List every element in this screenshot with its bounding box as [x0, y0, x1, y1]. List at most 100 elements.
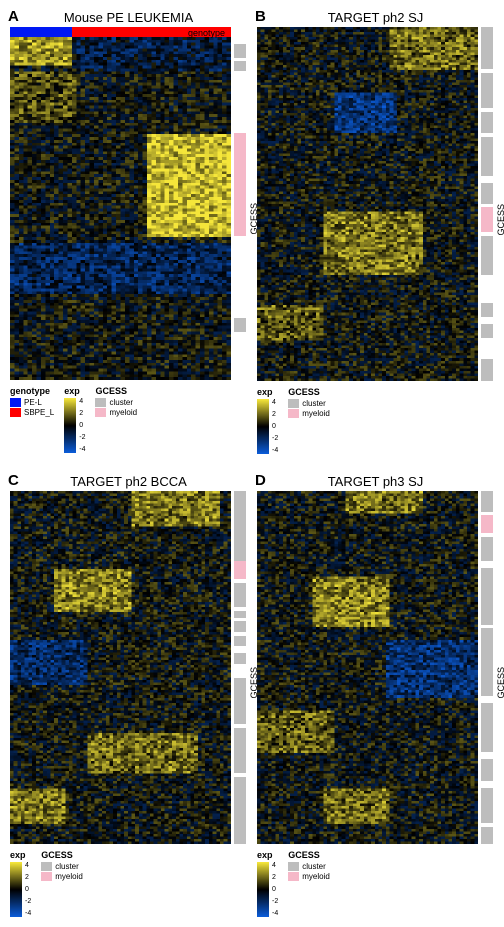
- gcess-legend-a: GCESS cluster myeloid: [95, 386, 137, 418]
- genotype-bar-pe-l: [10, 27, 72, 37]
- gcess-axis-label-b: GCESS: [496, 204, 504, 236]
- colorbar-tick: 0: [79, 422, 85, 429]
- heatmap-b: [257, 27, 478, 381]
- colorbar-ticks-d: 420-2-4: [272, 862, 278, 917]
- swatch-myeloid-b: [288, 409, 299, 418]
- gcess-legend-item-a1: myeloid: [95, 408, 137, 417]
- exp-legend-d: exp 420-2-4: [257, 850, 278, 917]
- gcess-segment: [234, 133, 246, 236]
- panel-c: C TARGET ph2 BCCA GCESS exp 420-2-4 GCES…: [10, 474, 247, 918]
- swatch-pe-l: [10, 398, 21, 407]
- gcess-segment: [234, 823, 246, 844]
- colorbar-tick: -2: [272, 898, 278, 905]
- genotype-legend-item-0: PE-L: [10, 398, 54, 407]
- gcess-segment: [481, 359, 493, 380]
- gcess-legend-item-a0: cluster: [95, 398, 137, 407]
- colorbar-b: [257, 399, 269, 454]
- panel-title-d: TARGET ph3 SJ: [257, 474, 494, 489]
- gcess-segment: [234, 526, 246, 561]
- heatmap-area-a: genotype GCESS: [10, 27, 247, 380]
- gcess-legend-b: GCESS cluster myeloid: [288, 387, 330, 419]
- colorbar-tick: 2: [272, 874, 278, 881]
- gcess-segment: [481, 27, 493, 69]
- gcess-segment: [234, 491, 246, 526]
- gcess-col-c: GCESS: [233, 491, 247, 845]
- legend-row-c: exp 420-2-4 GCESS cluster myeloid: [10, 850, 247, 917]
- swatch-sbpe-l: [10, 408, 21, 417]
- gcess-segment: [234, 61, 246, 71]
- gcess-col-d: GCESS: [480, 491, 494, 845]
- gcess-segment: [234, 678, 246, 724]
- colorbar-tick: -2: [272, 435, 278, 442]
- gcess-segment: [481, 183, 493, 204]
- gcess-track-b: [480, 27, 494, 381]
- panel-label-c: C: [8, 472, 19, 489]
- gcess-track-a: [233, 37, 247, 380]
- exp-legend-title-d: exp: [257, 850, 278, 860]
- heatmap-d: [257, 491, 478, 845]
- legend-row-a: genotype PE-L SBPE_L exp 420-2-4 GCESS: [10, 386, 247, 453]
- colorbar-tick: -2: [79, 434, 85, 441]
- gcess-segment: [234, 728, 246, 774]
- gcess-track-c: [233, 491, 247, 845]
- colorbar-tick: -4: [79, 446, 85, 453]
- exp-legend-a: exp 420-2-4: [64, 386, 85, 453]
- gcess-segment: [234, 583, 246, 608]
- gcess-segment: [481, 537, 493, 562]
- panel-label-b: B: [255, 8, 266, 25]
- gcess-segment: [234, 636, 246, 647]
- gcess-axis-label-d: GCESS: [496, 667, 504, 699]
- gcess-legend-title-b: GCESS: [288, 387, 330, 397]
- colorbar-c: [10, 862, 22, 917]
- heatmap-area-d: GCESS: [257, 491, 494, 845]
- panel-title-b: TARGET ph2 SJ: [257, 10, 494, 25]
- exp-legend-title-c: exp: [10, 850, 31, 860]
- gcess-legend-item-b1: myeloid: [288, 409, 330, 418]
- colorbar-tick: 0: [25, 886, 31, 893]
- genotype-axis-label: genotype: [188, 28, 225, 38]
- gcess-segment: [481, 303, 493, 317]
- panel-b: B TARGET ph2 SJ GCESS exp 420-2-4 GCESS: [257, 10, 494, 454]
- legend-row-d: exp 420-2-4 GCESS cluster myeloid: [257, 850, 494, 917]
- gcess-segment: [481, 515, 493, 533]
- colorbar-tick: 2: [272, 411, 278, 418]
- panel-title-c: TARGET ph2 BCCA: [10, 474, 247, 489]
- gcess-segment: [234, 318, 246, 332]
- gcess-segment: [481, 827, 493, 845]
- gcess-segment: [234, 653, 246, 664]
- gcess-legend-title-d: GCESS: [288, 850, 330, 860]
- panel-d: D TARGET ph3 SJ GCESS exp 420-2-4 GCESS: [257, 474, 494, 918]
- gcess-segment: [481, 703, 493, 753]
- gcess-legend-label-c0: cluster: [55, 862, 79, 871]
- gcess-legend-label-d0: cluster: [302, 862, 326, 871]
- colorbar-tick: 0: [272, 423, 278, 430]
- gcess-legend-title-c: GCESS: [41, 850, 83, 860]
- gcess-legend-title-a: GCESS: [95, 386, 137, 396]
- swatch-myeloid-a: [95, 408, 106, 417]
- colorbar-tick: 0: [272, 886, 278, 893]
- colorbar-tick: 4: [272, 862, 278, 869]
- gcess-segment: [481, 628, 493, 695]
- colorbar-a: [64, 398, 76, 453]
- exp-legend-title-a: exp: [64, 386, 85, 396]
- gcess-col-a: GCESS: [233, 27, 247, 380]
- gcess-segment: [481, 759, 493, 780]
- gcess-legend-label-b0: cluster: [302, 399, 326, 408]
- colorbar-ticks-a: 420-2-4: [79, 398, 85, 453]
- figure-grid: A Mouse PE LEUKEMIA genotype GCESS genot…: [10, 10, 494, 917]
- gcess-legend-item-b0: cluster: [288, 399, 330, 408]
- swatch-cluster-d: [288, 862, 299, 871]
- gcess-legend-label-a0: cluster: [109, 398, 133, 407]
- gcess-segment: [234, 621, 246, 632]
- colorbar-ticks-c: 420-2-4: [25, 862, 31, 917]
- gcess-segment: [481, 73, 493, 108]
- colorbar-tick: 2: [79, 410, 85, 417]
- colorbar-tick: -4: [272, 447, 278, 454]
- gcess-segment: [234, 44, 246, 58]
- gcess-segment: [234, 561, 246, 579]
- panel-label-a: A: [8, 8, 19, 25]
- exp-legend-title-b: exp: [257, 387, 278, 397]
- genotype-legend-label-0: PE-L: [24, 398, 42, 407]
- exp-legend-b: exp 420-2-4: [257, 387, 278, 454]
- gcess-legend-c: GCESS cluster myeloid: [41, 850, 83, 882]
